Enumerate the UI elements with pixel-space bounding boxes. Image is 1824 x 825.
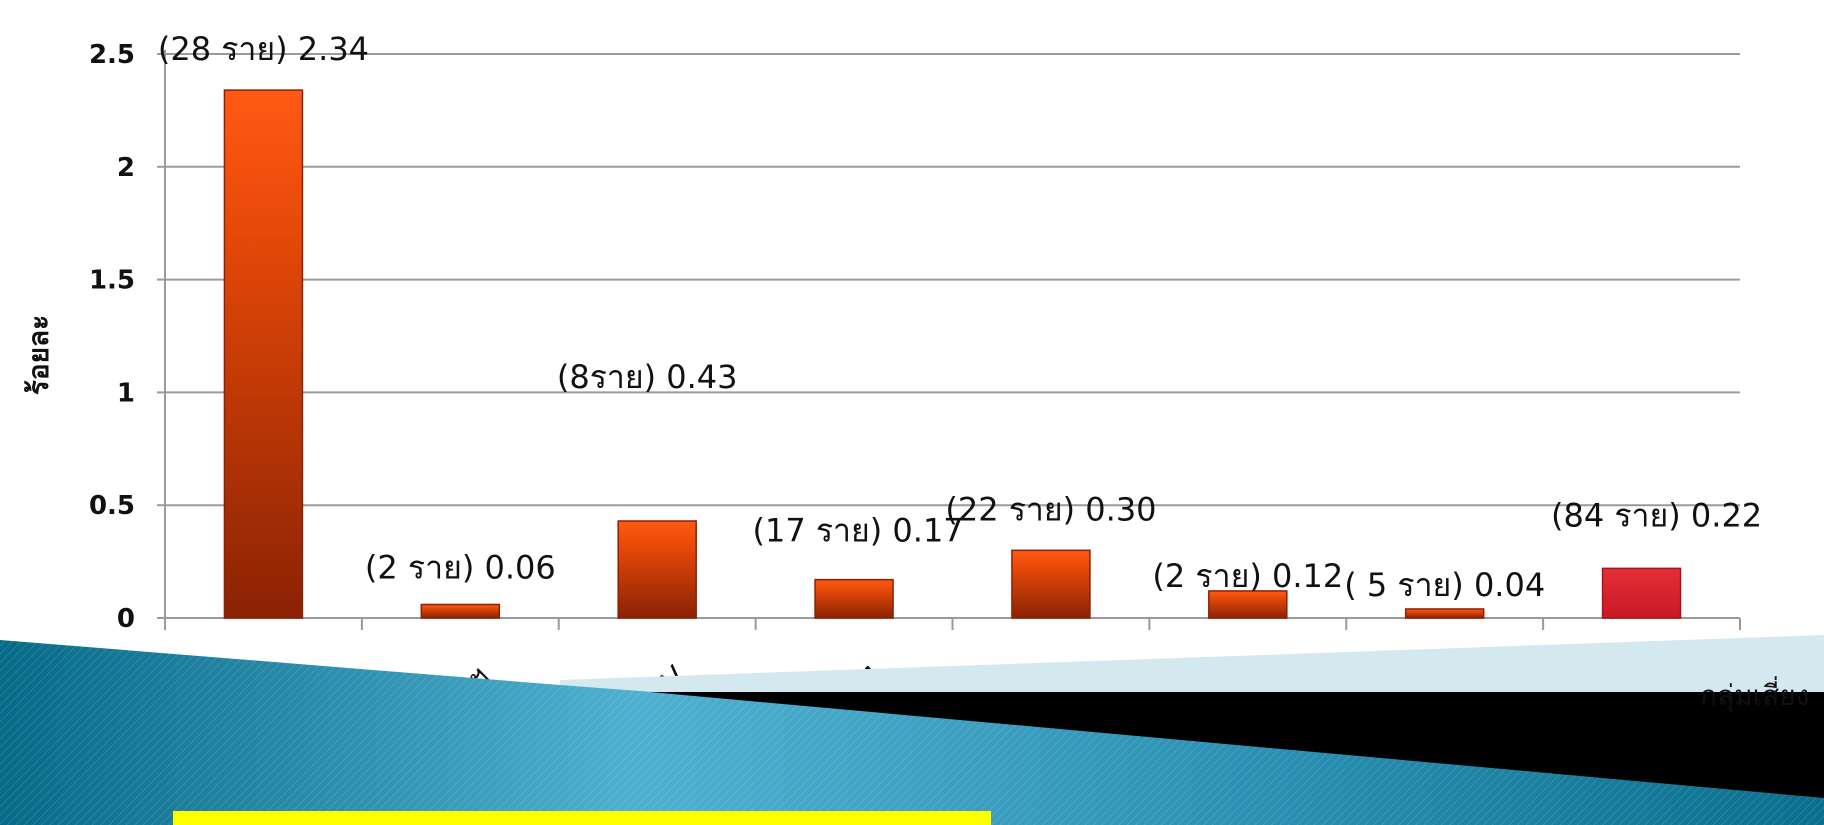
partial-label: กลุ่มเสี่ยง	[1700, 676, 1809, 713]
y-axis-label: ร้อยละ	[22, 315, 55, 395]
y-tick-label: 2.5	[89, 40, 135, 70]
bar-3	[814, 578, 894, 619]
bar-0	[223, 89, 304, 619]
bar-1	[420, 603, 501, 619]
data-label: (8ราย) 0.43	[557, 358, 738, 396]
bar-4	[1011, 549, 1091, 619]
black-band	[650, 692, 1824, 798]
bar-2	[617, 520, 697, 619]
data-label: (2 ราย) 0.06	[365, 548, 556, 586]
data-label: (28 ราย) 2.34	[158, 30, 369, 68]
bar-7	[1601, 567, 1682, 619]
y-tick-label: 1	[117, 378, 135, 408]
y-tick-label: 1.5	[89, 266, 135, 296]
y-tick-label: 2	[117, 153, 135, 183]
decorative-bands	[0, 635, 1824, 825]
data-label: (84 ราย) 0.22	[1551, 496, 1762, 534]
bars	[223, 89, 1682, 619]
data-label: (2 ราย) 0.12	[1152, 557, 1343, 595]
data-label: (22 ราย) 0.30	[945, 490, 1156, 528]
bar-6	[1404, 608, 1485, 619]
data-labels: (28 ราย) 2.34 (2 ราย) 0.06 (8ราย) 0.43 (17 …	[158, 30, 1762, 604]
yellow-highlight	[173, 811, 991, 825]
y-tick-label: 0	[117, 604, 135, 634]
grid-lines	[165, 53, 1740, 507]
teal-band-hatch	[0, 640, 1824, 825]
bar-5	[1208, 590, 1288, 619]
data-label: (17 ราย) 0.17	[752, 512, 963, 550]
y-tick-label: 0.5	[89, 491, 135, 521]
data-label: ( 5 ราย) 0.04	[1344, 566, 1545, 604]
